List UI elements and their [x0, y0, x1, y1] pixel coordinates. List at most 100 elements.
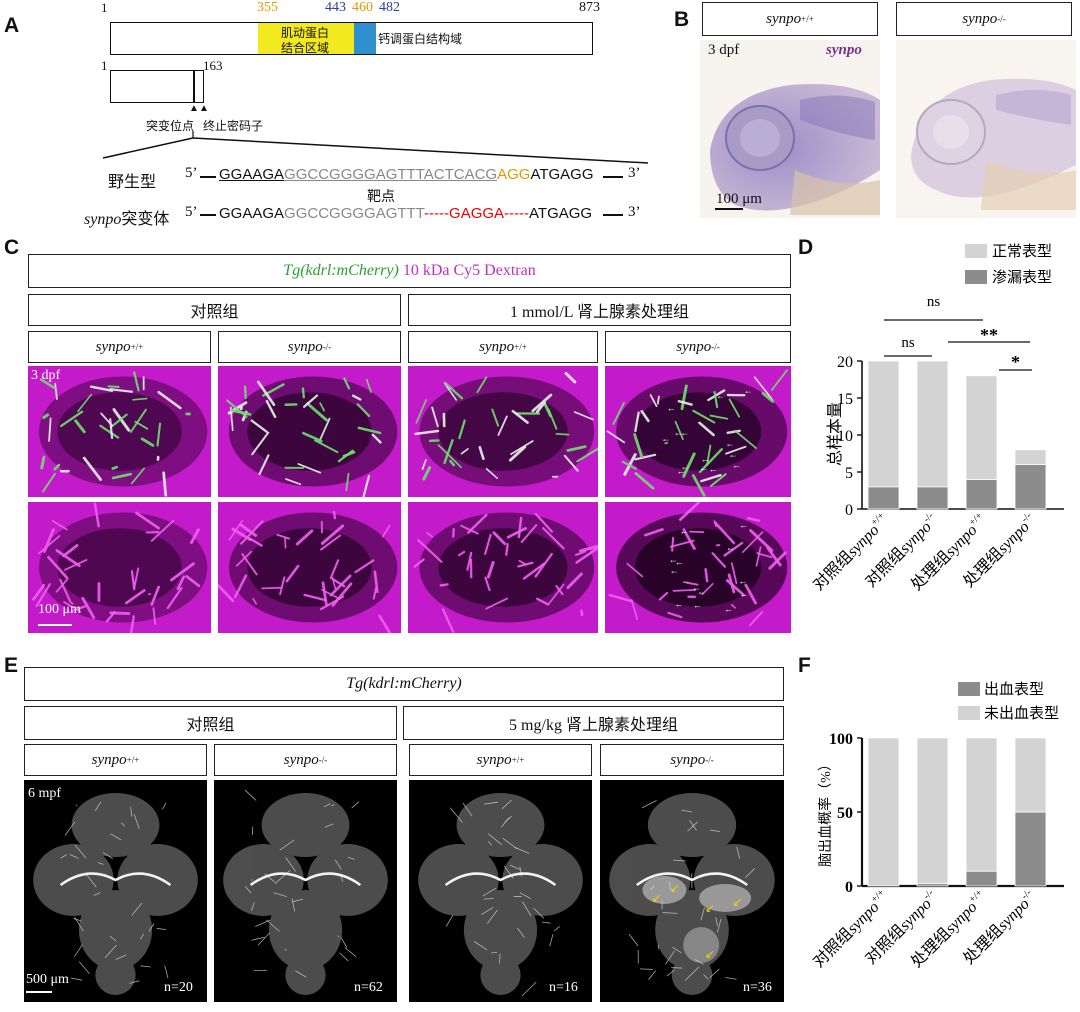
mutation-site-arrow: ▲: [189, 103, 199, 114]
chart-f: 050100对照组synpo+/+对照组synpo-/-处理组synpo+/+处…: [810, 681, 1064, 971]
y-tick-label: 50: [837, 805, 853, 822]
bar-segment-upper: [916, 737, 949, 885]
e-title-box: Tg(kdrl:mCherry): [24, 667, 784, 701]
e-img-2: [214, 780, 397, 1002]
e-img-3: [409, 780, 592, 1002]
mut-line-right: [603, 214, 623, 216]
panel-f-label: F: [798, 654, 811, 677]
bar-segment-upper: [1014, 449, 1047, 466]
b-age-label: 3 dpf: [708, 42, 740, 58]
c-img-r2c2: [218, 502, 401, 633]
svg-text:←: ←: [726, 543, 735, 553]
e-img-1: [24, 780, 207, 1002]
actin-domain-label-1: 肌动蛋白: [281, 26, 330, 40]
e-geno-1: synpo +/+: [24, 744, 207, 776]
b-scale-bar: [715, 208, 743, 210]
c-img-r1c1: [28, 366, 211, 497]
svg-text:←: ←: [661, 433, 670, 443]
pos-355: 355: [257, 0, 278, 15]
svg-text:←: ←: [697, 587, 706, 597]
y-tick-label: 5: [845, 465, 853, 482]
c-geno-4: synpo -/-: [605, 331, 791, 363]
svg-text:←: ←: [693, 600, 702, 610]
pos-443: 443: [325, 0, 346, 15]
actin-domain-label-2: 结合区域: [281, 41, 330, 55]
svg-text:←: ←: [701, 454, 710, 464]
e-scale-label: 500 μm: [26, 972, 69, 987]
legend-label: 渗漏表型: [992, 269, 1052, 286]
pos-460: 460: [352, 0, 373, 15]
c-scale-label: 100 μm: [38, 602, 81, 617]
legend-swatch: [965, 270, 987, 284]
svg-text:↙: ↙: [732, 895, 742, 909]
y-axis-label: 总样本量: [826, 402, 844, 466]
e-control-header: 对照组: [24, 706, 397, 740]
bar-segment-lower: [1014, 464, 1047, 510]
protein-bar: [110, 22, 593, 55]
e-img-4: ↙ ↙ ↙ ↙ ↙: [600, 780, 784, 1002]
svg-text:←: ←: [739, 520, 748, 530]
mutant-sequence: GGAAGAGGCCGGGGAGTTT-----GAGGA-----ATGAGG: [219, 205, 593, 222]
svg-text:←: ←: [699, 463, 708, 473]
c-scale-bar: [38, 624, 72, 626]
c-img-r2c4: ← ← ← ← ← ← ← ← ← ← ← ← ← ←: [605, 502, 791, 633]
stop-codon-arrow: ▲: [199, 103, 209, 114]
e-treated-header: 5 mg/kg 肾上腺素处理组: [403, 706, 784, 740]
y-tick-label: 10: [837, 428, 853, 445]
svg-text:←: ←: [674, 428, 683, 438]
mut-line-left: [200, 214, 216, 216]
svg-text:←: ←: [738, 576, 747, 586]
legend-swatch: [958, 706, 980, 720]
b-mut-embryo-image: [896, 40, 1076, 218]
c-img-r1c2: [218, 366, 401, 497]
panel-a-label: A: [4, 14, 20, 37]
e-n-4: n=36: [743, 980, 772, 995]
mutation-site-label: 突变位点: [146, 119, 195, 133]
svg-text:←: ←: [709, 464, 718, 474]
panel-b-label: B: [674, 8, 690, 31]
c-geno-1: synpo +/+: [28, 331, 211, 363]
mut-pos-1: 1: [101, 58, 108, 73]
svg-text:←: ←: [680, 462, 689, 472]
svg-text:←: ←: [669, 555, 678, 565]
pos-482: 482: [379, 0, 400, 15]
zoom-lines: [102, 131, 649, 164]
bar-segment-lower: [965, 870, 998, 887]
c-title-box: Tg(kdrl:mCherry) 10 kDa Cy5 Dextran: [28, 254, 791, 288]
pos-873: 873: [579, 0, 600, 15]
c-control-header: 对照组: [28, 294, 401, 326]
e-geno-3: synpo +/+: [409, 744, 592, 776]
b-wt-embryo-image: [700, 40, 880, 218]
svg-text:←: ←: [679, 526, 688, 536]
y-axis-label: 脑出血概率（%）: [817, 757, 834, 867]
svg-text:←: ←: [732, 460, 741, 470]
stop-codon-label: 终止密码子: [203, 119, 264, 133]
b-scale-label: 100 μm: [716, 191, 762, 207]
legend-label: 正常表型: [992, 243, 1052, 260]
panel-d-label: D: [798, 236, 814, 259]
significance-label: ns: [927, 294, 941, 310]
svg-text:↙: ↙: [705, 947, 715, 961]
y-tick-label: 100: [829, 731, 853, 748]
actin-binding-domain: [258, 23, 354, 54]
significance-label: **: [980, 325, 998, 345]
wt-line-left: [200, 176, 216, 178]
svg-text:↙: ↙: [705, 901, 715, 915]
svg-text:←: ←: [743, 386, 752, 396]
wt-three-prime: 3’: [628, 165, 641, 181]
bar-segment-lower: [965, 478, 998, 510]
pos-1: 1: [101, 0, 108, 15]
svg-text:←: ←: [716, 391, 725, 401]
c-age-label: 3 dpf: [31, 368, 61, 383]
panel-c-label: C: [4, 236, 20, 259]
legend-label: 出血表型: [984, 681, 1044, 698]
e-n-3: n=16: [549, 980, 578, 995]
legend-swatch: [958, 682, 980, 696]
svg-text:←: ←: [692, 583, 701, 593]
svg-text:←: ←: [667, 403, 676, 413]
c-treated-header: 1 mmol/L 肾上腺素处理组: [408, 294, 791, 326]
bar-segment-upper: [965, 375, 998, 480]
svg-text:←: ←: [728, 450, 737, 460]
e-n-1: n=20: [164, 980, 193, 995]
svg-text:←: ←: [680, 428, 689, 438]
